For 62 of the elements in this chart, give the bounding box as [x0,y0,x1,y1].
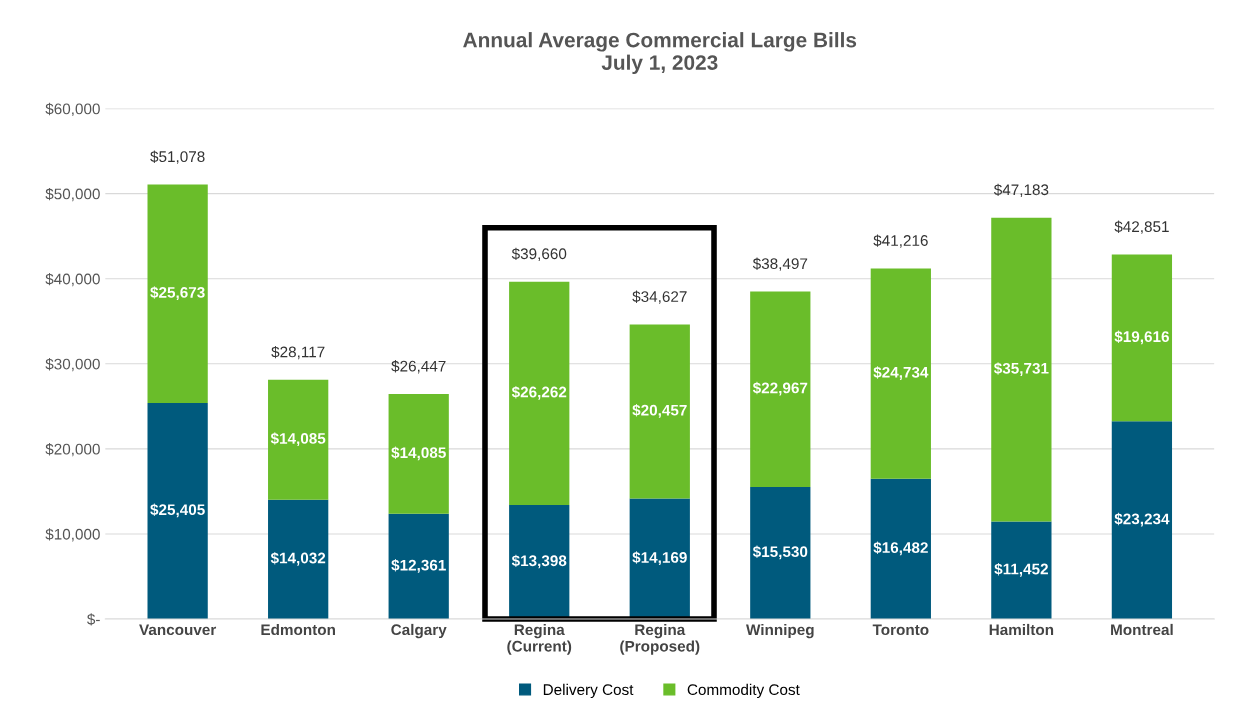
bar [991,521,1052,620]
x-tick-label: Vancouver [139,624,217,636]
total-label: $34,627 [632,290,687,304]
data-label: $22,967 [752,381,808,396]
y-tick-label: $10,000 [45,528,100,542]
data-label: $16,482 [873,541,928,556]
legend-label: Delivery Cost [543,683,634,699]
legend-label: Commodity Cost [687,683,800,699]
total-label: $41,216 [873,234,928,248]
y-tick-label: $50,000 [45,187,100,202]
data-label: $19,616 [1114,330,1169,345]
bar [1111,254,1173,422]
bar [991,217,1052,522]
bar [509,281,570,506]
x-tick-label: Edmonton [261,623,335,636]
bar [388,394,449,514]
data-label: $14,169 [632,551,687,566]
bar [147,402,208,620]
bar [629,324,690,499]
total-label: $51,078 [150,150,205,164]
y-tick-label: $60,000 [45,102,100,117]
x-tick-label: Regina (Current) [507,623,572,655]
y-tick-label: $30,000 [45,358,100,372]
chart-title: Annual Average Commercial Large Bills July 1, 2023 [463,32,857,75]
x-tick-label: Montreal [1111,623,1173,636]
total-label: $26,447 [391,360,446,374]
data-label: $14,085 [391,446,446,461]
bar [1111,421,1173,620]
data-label: $23,234 [1114,512,1170,527]
data-label: $25,405 [150,503,205,518]
data-label: $26,262 [511,385,567,400]
bar [750,291,811,487]
total-label: $28,117 [271,345,325,360]
x-tick-label: Regina (Proposed) [620,623,700,655]
x-tick-label: Toronto [872,624,929,636]
data-label: $14,085 [270,432,326,447]
data-label: $20,457 [632,404,687,418]
bar [268,379,329,500]
bar [870,268,931,479]
data-label: $13,398 [511,554,567,569]
total-label: $42,851 [1114,220,1169,234]
total-label: $39,660 [511,247,567,261]
total-label: $38,497 [752,257,808,271]
x-tick-label: Calgary [391,623,447,639]
bar [870,478,931,620]
data-label: $24,734 [873,366,929,380]
bar [147,184,208,403]
data-label: $25,673 [150,286,205,301]
x-tick-label: Winnipeg [746,623,814,639]
data-label: $35,731 [993,362,1049,376]
data-label: $14,032 [270,551,326,566]
data-label: $15,530 [752,545,808,560]
data-label: $11,452 [994,562,1048,577]
bar [750,486,811,620]
bar [388,513,449,620]
y-tick-label: $20,000 [45,443,100,457]
y-tick-label: $40,000 [45,272,100,287]
x-tick-label: Hamilton [989,623,1054,636]
total-label: $47,183 [993,183,1049,197]
data-label: $12,361 [391,559,446,573]
bar [268,499,329,620]
y-tick-label: $- [87,613,100,626]
